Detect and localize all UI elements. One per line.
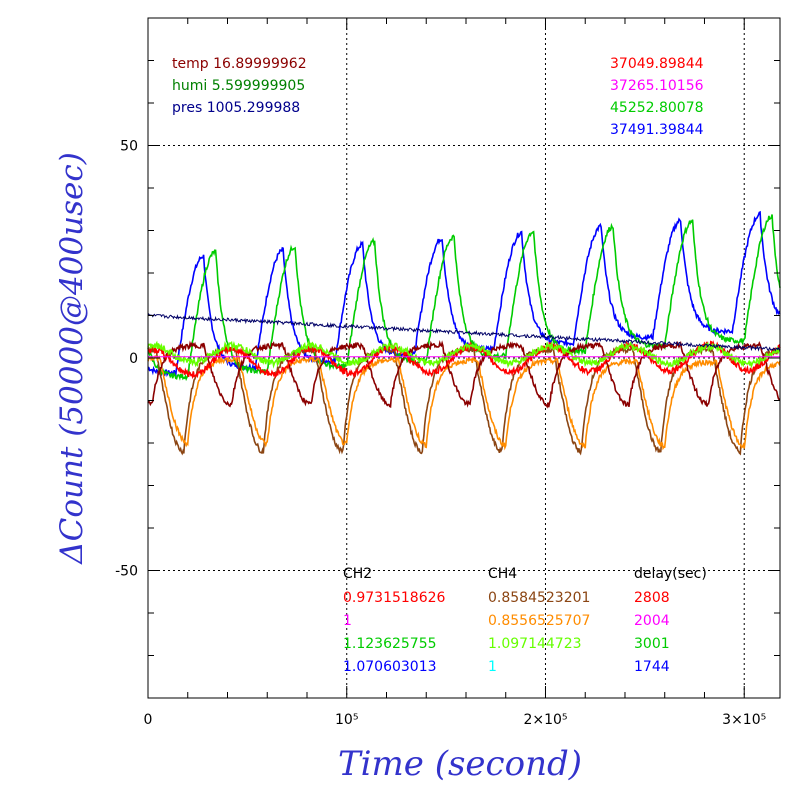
x-tick-label: 2×10⁵ bbox=[523, 712, 567, 728]
series-line bbox=[147, 354, 781, 451]
table-cell-ch4: 0.8584523201 bbox=[488, 590, 590, 606]
value-legend: 37049.89844 37265.10156 45252.80078 37491.3… bbox=[610, 56, 704, 138]
table-cell-ch2: 1 bbox=[343, 613, 352, 629]
table-cell-ch4: 1 bbox=[488, 659, 497, 675]
table-cell-ch4: 0.8556525707 bbox=[488, 613, 590, 629]
grid-lines bbox=[148, 18, 780, 698]
x-tick-label: 0 bbox=[144, 712, 153, 728]
value-legend-item: 37049.89844 bbox=[610, 56, 704, 72]
series-line bbox=[147, 340, 781, 409]
table-header: delay(sec) bbox=[634, 566, 707, 582]
env-legend-item: pres 1005.299988 bbox=[172, 100, 300, 116]
value-legend-item: 37265.10156 bbox=[610, 78, 704, 94]
x-tick-label: 3×10⁵ bbox=[722, 712, 766, 728]
y-tick-label: 50 bbox=[120, 139, 138, 155]
env-legend-item: humi 5.599999905 bbox=[172, 78, 305, 94]
y-axis-label: ΔCount (50000@400usec) bbox=[54, 152, 90, 565]
value-legend-item: 37491.39844 bbox=[610, 122, 704, 138]
channel-table: CH2 CH4 delay(sec) 0.9731518626 0.8584523201… bbox=[343, 566, 707, 675]
env-legend: temp 16.89999962 humi 5.599999905 pres 100… bbox=[172, 56, 307, 116]
table-cell-delay: 2004 bbox=[634, 613, 670, 629]
env-legend-item: temp 16.89999962 bbox=[172, 56, 307, 72]
table-cell-delay: 3001 bbox=[634, 636, 670, 652]
table-cell-ch2: 1.123625755 bbox=[343, 636, 437, 652]
axis-ticks bbox=[147, 17, 780, 699]
x-tick-label: 10⁵ bbox=[335, 712, 358, 728]
table-header: CH2 bbox=[343, 566, 372, 582]
value-legend-item: 45252.80078 bbox=[610, 100, 704, 116]
series-line bbox=[147, 313, 781, 352]
tick-labels: 0 10⁵ 2×10⁵ 3×10⁵ 50 0 -50 bbox=[115, 139, 766, 729]
table-cell-ch2: 0.9731518626 bbox=[343, 590, 446, 606]
table-cell-ch4: 1.097144723 bbox=[488, 636, 582, 652]
table-cell-delay: 1744 bbox=[634, 659, 670, 675]
series-lines bbox=[147, 210, 781, 456]
series-line bbox=[147, 210, 781, 378]
table-cell-ch2: 1.070603013 bbox=[343, 659, 437, 675]
table-cell-delay: 2808 bbox=[634, 590, 670, 606]
y-tick-label: 0 bbox=[129, 351, 138, 367]
y-tick-label: -50 bbox=[115, 564, 138, 580]
x-axis-label: Time (second) bbox=[338, 744, 582, 784]
series-line bbox=[147, 214, 781, 382]
table-header: CH4 bbox=[488, 566, 517, 582]
